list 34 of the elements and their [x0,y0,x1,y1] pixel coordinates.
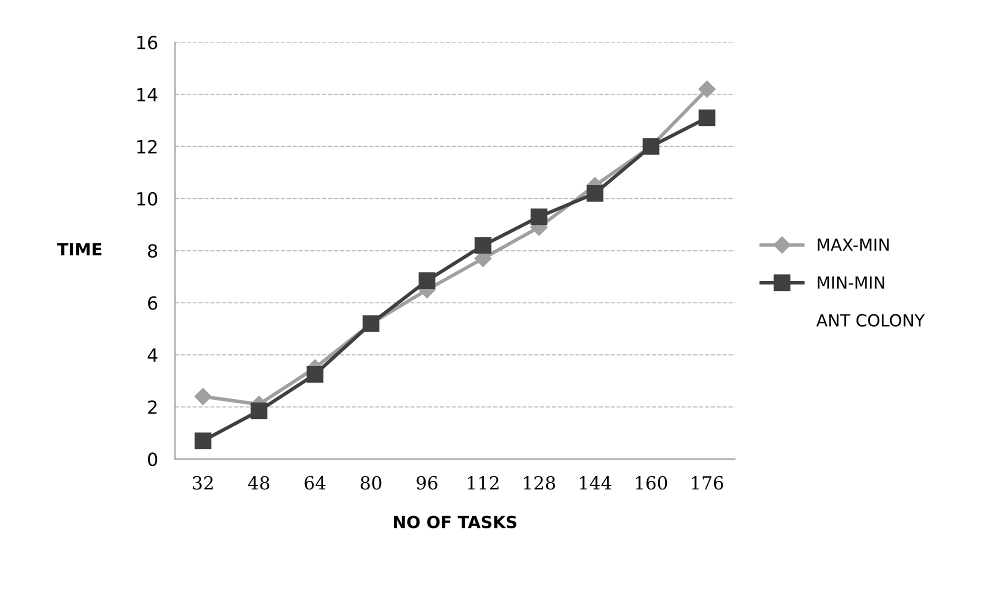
y-axis-title: TIME [57,243,102,256]
x-axis-title: NO OF TASKS [394,516,516,528]
x-tick-label: 128 [524,476,556,490]
x-tick-label: 96 [416,476,438,490]
point [194,432,212,450]
x-tick-label: 48 [248,476,270,490]
x-tick-label: 160 [636,476,668,490]
point [306,366,324,383]
x-tick-label: 112 [468,476,498,490]
y-tick-label: 14 [137,88,158,102]
y-tick-label: 4 [148,348,158,362]
point [418,272,436,289]
y-tick-label: 10 [137,192,158,206]
point [530,208,548,226]
y-tick-label: 0 [148,452,158,466]
y-tick-label: 6 [148,296,158,310]
point [194,388,212,406]
x-tick-label: 176 [692,476,724,490]
y-tick-label: 12 [137,140,157,154]
point [698,80,716,98]
y-tick-label: 8 [148,244,158,258]
point [474,237,492,254]
point [250,402,268,420]
y-tick-label: 2 [148,400,157,414]
text: ANT COLONY [816,314,925,327]
x-tick-label: 80 [360,476,382,490]
point [586,185,604,202]
legend-label: MAX-MIN [818,238,889,251]
x-tick-label: 32 [192,476,213,490]
legend-label: MIN-MIN [818,276,884,289]
point [698,109,716,126]
x-tick-label: 144 [580,476,612,490]
x-tick-label: 64 [304,476,326,490]
y-tick-label: 16 [137,36,158,50]
